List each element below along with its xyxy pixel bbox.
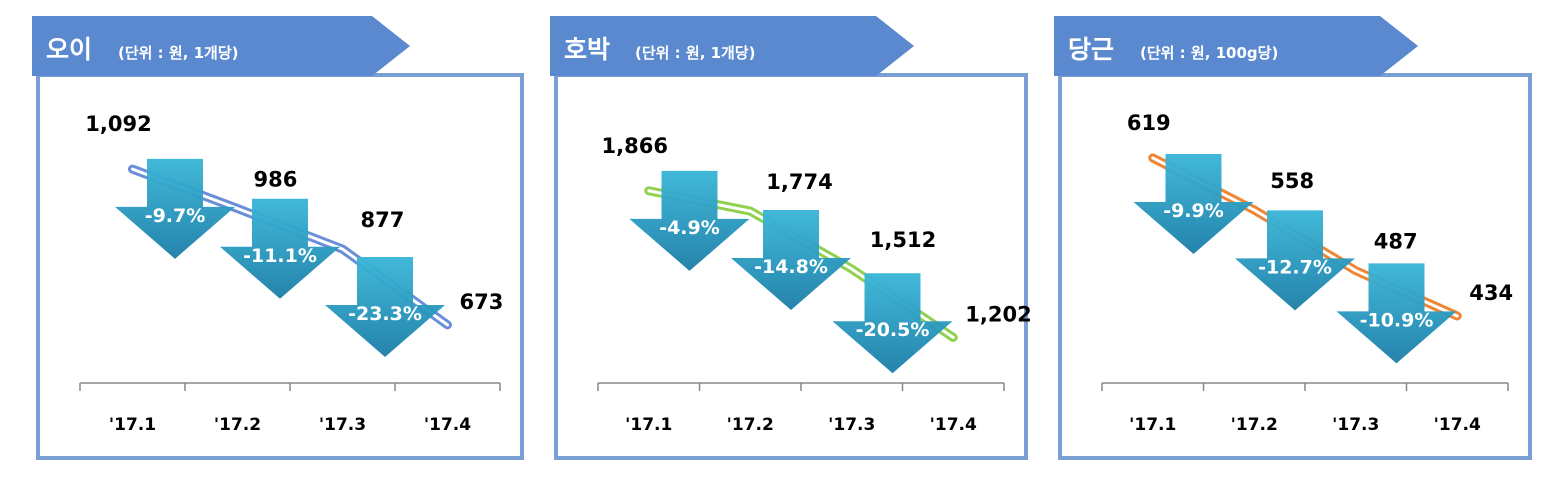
x-tick-label: '17.3 [828, 415, 875, 435]
chart-panel-2: 호박 (단위 : 원, 1개당) '17.1 '17.2 '17.3 '17.4 -4.9%… [550, 16, 1032, 460]
title-tab [32, 16, 410, 76]
chart-subtitle: (단위 : 원, 1개당) [635, 44, 756, 62]
data-label: 1,512 [870, 228, 936, 252]
data-label: 1,866 [602, 134, 668, 158]
data-label: 434 [1469, 281, 1513, 305]
change-label: -4.9% [659, 217, 720, 239]
change-label: -10.9% [1360, 309, 1434, 331]
x-tick-label: '17.1 [1129, 415, 1176, 435]
data-label: 619 [1127, 111, 1171, 135]
data-label: 1,092 [85, 112, 151, 136]
change-label: -23.3% [348, 303, 422, 325]
x-tick-label: '17.4 [424, 415, 471, 435]
chart-subtitle: (단위 : 원, 100g당) [1140, 44, 1278, 62]
chart-panel-3: 당근 (단위 : 원, 100g당) '17.1 '17.2 '17.3 '17.4 -9.… [1054, 16, 1532, 460]
data-label: 558 [1270, 169, 1314, 193]
down-arrow-icon [1336, 263, 1457, 364]
data-label: 877 [361, 208, 405, 232]
chart-subtitle: (단위 : 원, 1개당) [118, 44, 239, 62]
change-label: -14.8% [754, 256, 828, 278]
title-tab [1054, 16, 1418, 76]
down-arrow-icon [832, 273, 953, 374]
x-tick-label: '17.1 [625, 415, 672, 435]
down-arrow-icon [220, 198, 340, 299]
change-label: -9.7% [145, 205, 206, 227]
change-label: -11.1% [243, 245, 317, 267]
down-arrow-icon [629, 170, 750, 271]
data-label: 487 [1374, 230, 1418, 254]
x-tick-label: '17.2 [214, 415, 261, 435]
x-tick-label: '17.4 [1434, 415, 1481, 435]
title-tab [550, 16, 914, 76]
chart-title: 당근 [1068, 35, 1114, 64]
x-tick-label: '17.1 [109, 415, 156, 435]
change-label: -12.7% [1258, 256, 1332, 278]
data-label: 1,774 [766, 170, 832, 194]
down-arrow-icon [1133, 153, 1254, 254]
down-arrow-icon [325, 256, 445, 357]
chart-title: 호박 [564, 35, 610, 64]
data-label: 1,202 [965, 302, 1031, 326]
down-arrow-icon [115, 158, 235, 259]
data-label: 986 [254, 168, 298, 192]
chart-panel-1: 오이 (단위 : 원, 1개당) '17.1 '17.2 '17.3 '17.4 -9.7%… [32, 16, 524, 460]
x-tick-label: '17.4 [930, 415, 977, 435]
change-label: -20.5% [856, 319, 930, 341]
data-label: 673 [460, 290, 504, 314]
down-arrow-icon [1235, 210, 1355, 311]
chart-title: 오이 [46, 35, 92, 64]
x-tick-label: '17.3 [1332, 415, 1379, 435]
x-tick-label: '17.2 [727, 415, 774, 435]
down-arrow-icon [731, 210, 851, 311]
x-tick-label: '17.2 [1231, 415, 1278, 435]
x-tick-label: '17.3 [319, 415, 366, 435]
change-label: -9.9% [1163, 200, 1224, 222]
